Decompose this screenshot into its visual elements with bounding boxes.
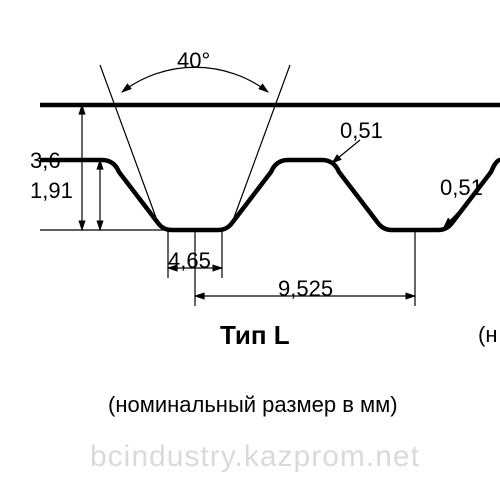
label-pitch: 9,525: [278, 276, 333, 302]
diagram-caption: (номинальный размер в мм): [108, 392, 398, 418]
diagram-container: { "diagram": { "type": "technical-profil…: [0, 0, 500, 500]
leader-radius-bottom: [444, 202, 468, 227]
label-r-bottom: 0,51: [440, 175, 483, 201]
caption-right-cut: (н: [478, 322, 497, 348]
label-3-6: 3,6: [30, 148, 61, 174]
label-4-65: 4,65: [168, 248, 211, 274]
tooth-profile: [40, 160, 500, 230]
label-angle: 40°: [177, 48, 210, 74]
label-r-top: 0,51: [340, 118, 383, 144]
label-1-91: 1,91: [30, 178, 73, 204]
profile-svg: [0, 0, 500, 500]
angle-lines: [100, 65, 290, 223]
diagram-title: Тип L: [220, 320, 290, 351]
